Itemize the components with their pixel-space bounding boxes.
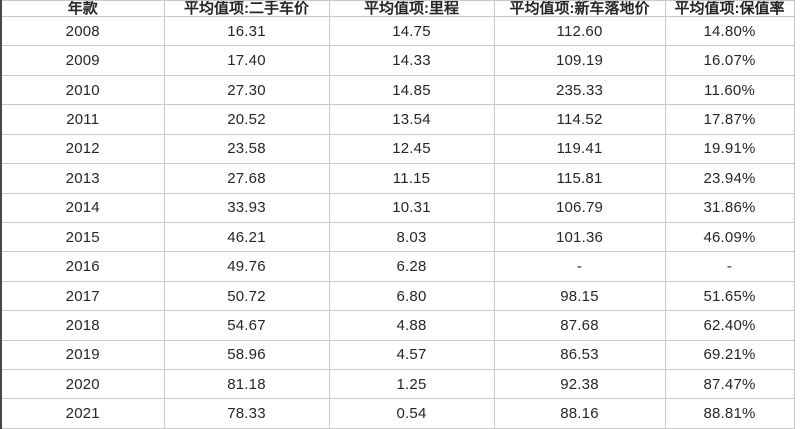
mileage-cell: 14.85 (328, 74, 495, 106)
retention-rate-cell: 46.09% (664, 221, 795, 253)
mileage-cell: 4.88 (328, 310, 495, 341)
mileage-cell: 1.25 (328, 369, 495, 400)
table-row: 2008 16.31 14.75 112.60 14.80% (0, 15, 795, 47)
new-price-cell: 119.41 (493, 133, 666, 165)
retention-rate-cell: - (664, 251, 795, 282)
year-cell: 2016 (0, 251, 165, 282)
year-cell: 2018 (0, 310, 165, 341)
used-price-cell: 16.31 (163, 15, 330, 47)
used-price-cell: 81.18 (163, 369, 330, 400)
table-row: 2019 58.96 4.57 86.53 69.21% (0, 339, 795, 371)
new-price-cell: 112.60 (493, 15, 666, 47)
new-price-cell: - (493, 251, 666, 282)
year-cell: 2013 (0, 163, 165, 194)
year-cell: 2020 (0, 369, 165, 400)
retention-rate-cell: 69.21% (664, 339, 795, 371)
retention-rate-cell: 19.91% (664, 133, 795, 165)
new-price-cell: 115.81 (493, 163, 666, 194)
table-row: 2014 33.93 10.31 106.79 31.86% (0, 192, 795, 223)
mileage-cell: 13.54 (328, 104, 495, 135)
year-cell: 2009 (0, 45, 165, 76)
year-cell: 2010 (0, 74, 165, 106)
year-cell: 2008 (0, 15, 165, 47)
year-cell: 2017 (0, 280, 165, 312)
mileage-cell: 10.31 (328, 192, 495, 223)
used-price-cell: 27.30 (163, 74, 330, 106)
retention-rate-cell: 88.81% (664, 398, 795, 429)
retention-rate-cell: 31.86% (664, 192, 795, 223)
used-price-cell: 20.52 (163, 104, 330, 135)
new-price-cell: 88.16 (493, 398, 666, 429)
used-price-cell: 58.96 (163, 339, 330, 371)
retention-rate-cell: 14.80% (664, 15, 795, 47)
column-header-year: 年款 (0, 0, 165, 17)
table-row: 2009 17.40 14.33 109.19 16.07% (0, 45, 795, 76)
new-price-cell: 106.79 (493, 192, 666, 223)
table-row: 2013 27.68 11.15 115.81 23.94% (0, 163, 795, 194)
mileage-cell: 0.54 (328, 398, 495, 429)
year-cell: 2014 (0, 192, 165, 223)
mileage-cell: 4.57 (328, 339, 495, 371)
used-price-cell: 23.58 (163, 133, 330, 165)
used-price-cell: 17.40 (163, 45, 330, 76)
table-row: 2017 50.72 6.80 98.15 51.65% (0, 280, 795, 312)
used-price-cell: 27.68 (163, 163, 330, 194)
header-row: 年款 平均值项:二手车价 平均值项:里程 平均值项:新车落地价 平均值项:保值率 (0, 0, 795, 17)
table-row: 2020 81.18 1.25 92.38 87.47% (0, 369, 795, 400)
mileage-cell: 14.33 (328, 45, 495, 76)
table-row: 2018 54.67 4.88 87.68 62.40% (0, 310, 795, 341)
table-row: 2011 20.52 13.54 114.52 17.87% (0, 104, 795, 135)
column-header-mileage: 平均值项:里程 (328, 0, 495, 17)
retention-rate-cell: 17.87% (664, 104, 795, 135)
retention-rate-cell: 51.65% (664, 280, 795, 312)
table-row: 2015 46.21 8.03 101.36 46.09% (0, 221, 795, 253)
table-row: 2012 23.58 12.45 119.41 19.91% (0, 133, 795, 165)
table-row: 2010 27.30 14.85 235.33 11.60% (0, 74, 795, 106)
table-row: 2021 78.33 0.54 88.16 88.81% (0, 398, 795, 429)
retention-rate-cell: 87.47% (664, 369, 795, 400)
year-cell: 2021 (0, 398, 165, 429)
year-cell: 2012 (0, 133, 165, 165)
retention-rate-cell: 16.07% (664, 45, 795, 76)
used-price-cell: 49.76 (163, 251, 330, 282)
table-row: 2016 49.76 6.28- - (0, 251, 795, 282)
year-cell: 2011 (0, 104, 165, 135)
new-price-cell: 92.38 (493, 369, 666, 400)
mileage-cell: 11.15 (328, 163, 495, 194)
new-price-cell: 101.36 (493, 221, 666, 253)
retention-rate-cell: 23.94% (664, 163, 795, 194)
column-header-retention-rate: 平均值项:保值率 (664, 0, 795, 17)
new-price-cell: 109.19 (493, 45, 666, 76)
mileage-cell: 14.75 (328, 15, 495, 47)
mileage-cell: 6.28 (328, 251, 495, 282)
retention-rate-cell: 11.60% (664, 74, 795, 106)
mileage-cell: 8.03 (328, 221, 495, 253)
mileage-cell: 6.80 (328, 280, 495, 312)
new-price-cell: 86.53 (493, 339, 666, 371)
table-body: 2008 16.31 14.75 112.60 14.80% 2009 17.40 14.33… (0, 15, 795, 429)
column-header-used-price: 平均值项:二手车价 (163, 0, 330, 17)
year-cell: 2019 (0, 339, 165, 371)
used-price-cell: 78.33 (163, 398, 330, 429)
year-cell: 2015 (0, 221, 165, 253)
new-price-cell: 114.52 (493, 104, 666, 135)
used-price-cell: 46.21 (163, 221, 330, 253)
used-price-cell: 33.93 (163, 192, 330, 223)
mileage-cell: 12.45 (328, 133, 495, 165)
new-price-cell: 235.33 (493, 74, 666, 106)
retention-rate-cell: 62.40% (664, 310, 795, 341)
used-price-cell: 54.67 (163, 310, 330, 341)
new-price-cell: 87.68 (493, 310, 666, 341)
new-price-cell: 98.15 (493, 280, 666, 312)
used-price-cell: 50.72 (163, 280, 330, 312)
column-header-new-price: 平均值项:新车落地价 (493, 0, 666, 17)
